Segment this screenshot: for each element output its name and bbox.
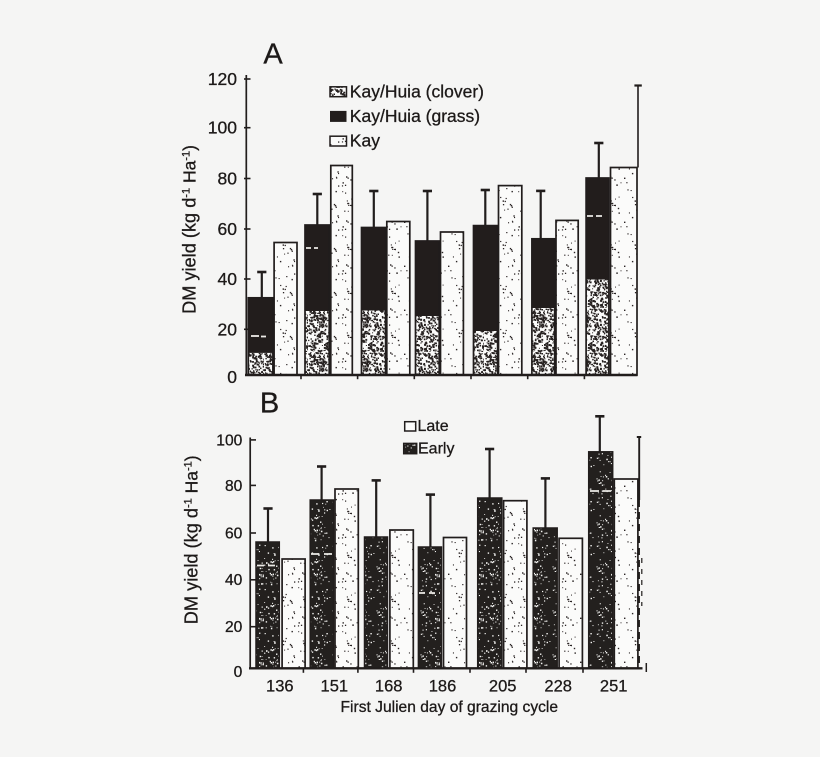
svg-text:0: 0 [227,367,237,387]
svg-text:228: 228 [544,677,572,695]
svg-text:80: 80 [225,478,243,495]
svg-text:100: 100 [216,432,242,449]
svg-text:80: 80 [218,169,238,189]
svg-text:Kay/Huia (grass): Kay/Huia (grass) [350,106,480,126]
svg-text:Kay: Kay [350,131,380,151]
svg-text:20: 20 [225,619,243,636]
svg-text:First Julien day of grazing cy: First Julien day of grazing cycle [341,699,559,716]
svg-text:DM yield (kg d-1 Ha-1): DM yield (kg d-1 Ha-1) [180,145,200,314]
svg-text:168: 168 [375,677,403,695]
svg-text:120: 120 [208,69,237,89]
svg-text:100: 100 [208,118,237,138]
svg-text:136: 136 [266,677,294,695]
svg-text:205: 205 [489,677,517,695]
svg-text:A: A [263,39,283,71]
svg-text:40: 40 [225,572,243,589]
svg-text:20: 20 [218,319,238,339]
svg-text:40: 40 [218,269,238,289]
svg-text:60: 60 [218,219,238,239]
svg-text:Early: Early [418,440,454,457]
svg-text:Kay/Huia (clover): Kay/Huia (clover) [350,82,484,102]
svg-text:251: 251 [600,677,628,695]
svg-text:Late: Late [418,418,449,435]
svg-text:151: 151 [321,677,349,695]
svg-text:0: 0 [234,664,243,681]
svg-text:B: B [260,388,279,420]
svg-text:60: 60 [225,525,243,542]
svg-text:186: 186 [429,677,457,695]
svg-text:DM yield (kg d-1 Ha-1): DM yield (kg d-1 Ha-1) [182,455,202,624]
